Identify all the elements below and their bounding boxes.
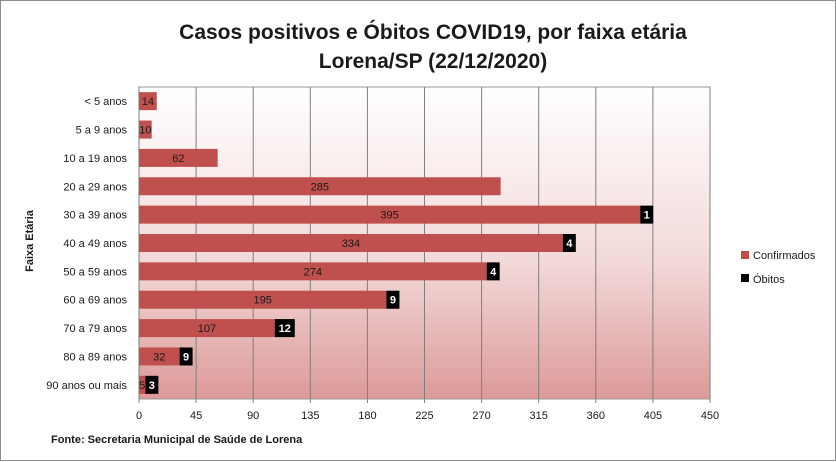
data-label-obitos-10: 3: [149, 380, 155, 392]
data-label-confirmados-6: 274: [304, 266, 322, 278]
category-label-5: 40 a 49 anos: [63, 238, 127, 250]
data-label-obitos-9: 9: [183, 351, 189, 363]
category-label-7: 60 a 69 anos: [63, 295, 127, 307]
data-label-confirmados-4: 395: [380, 210, 398, 222]
bar-confirmados-0: [139, 92, 157, 111]
legend-swatch-confirmados: [741, 251, 749, 259]
data-label-obitos-8: 12: [279, 323, 291, 335]
x-tick-label-315: 315: [530, 410, 548, 422]
bar-confirmados-7: [139, 290, 387, 309]
x-tick-label-270: 270: [472, 410, 490, 422]
x-tick-labels: 0 45 90 135 180 225 270 315 360 405 450: [136, 410, 719, 422]
data-label-confirmados-1: 10: [139, 125, 151, 137]
data-label-confirmados-10: 5: [139, 380, 145, 392]
category-label-8: 70 a 79 anos: [63, 323, 127, 335]
data-label-obitos-6: 4: [490, 266, 497, 278]
bar-confirmados-2: [139, 148, 218, 167]
x-tick-label-405: 405: [644, 410, 662, 422]
legend-swatch-obitos: [741, 274, 749, 282]
data-label-confirmados-0: 14: [142, 96, 154, 108]
bar-confirmados-5: [139, 234, 563, 252]
category-label-4: 30 a 39 anos: [63, 210, 127, 222]
category-labels: < 5 anos 5 a 9 anos 10 a 19 anos 20 a 29 an…: [46, 96, 127, 392]
x-tick-label-360: 360: [587, 410, 605, 422]
category-label-2: 10 a 19 anos: [63, 153, 127, 165]
x-tick-label-225: 225: [415, 410, 433, 422]
category-label-9: 80 a 89 anos: [63, 351, 127, 363]
data-label-obitos-7: 9: [390, 295, 396, 307]
y-axis-label: Faixa Etária: [24, 209, 36, 272]
bar-confirmados-8: [139, 319, 275, 338]
legend: Confirmados Óbitos: [741, 250, 816, 286]
bar-confirmados-9: [139, 347, 180, 366]
x-tick-label-135: 135: [301, 410, 319, 422]
bar-obitos-5: [562, 234, 576, 252]
bar-obitos-8: [274, 319, 295, 338]
source-note: Fonte: Secretaria Municipal de Saúde de …: [51, 434, 303, 446]
legend-label-confirmados: Confirmados: [753, 250, 816, 262]
bar-obitos-4: [640, 205, 654, 224]
bar-obitos-10: [145, 375, 159, 394]
chart-title-line-1: Casos positivos e Óbitos COVID19, por fa…: [179, 20, 687, 44]
bar-confirmados-4: [139, 205, 641, 224]
data-label-obitos-4: 1: [644, 210, 650, 222]
category-label-0: < 5 anos: [84, 96, 127, 108]
bar-obitos-6: [486, 262, 500, 281]
category-label-6: 50 a 59 anos: [63, 266, 127, 278]
bar-confirmados-1: [139, 120, 152, 139]
x-tick-label-90: 90: [247, 410, 259, 422]
legend-label-obitos: Óbitos: [753, 273, 785, 286]
data-label-confirmados-5: 334: [342, 238, 360, 250]
x-tick-label-45: 45: [190, 410, 202, 422]
x-tick-label-450: 450: [701, 410, 719, 422]
chart-title-line-2: Lorena/SP (22/12/2020): [319, 50, 547, 73]
category-label-10: 90 anos ou mais: [46, 380, 127, 392]
data-label-confirmados-7: 195: [254, 295, 272, 307]
data-label-confirmados-3: 285: [311, 181, 329, 193]
data-label-obitos-5: 4: [566, 238, 573, 250]
data-label-confirmados-2: 62: [172, 153, 184, 165]
data-label-confirmados-9: 32: [153, 351, 165, 363]
category-label-3: 20 a 29 anos: [63, 181, 127, 193]
bar-confirmados-6: [139, 262, 487, 281]
data-label-confirmados-8: 107: [198, 323, 216, 335]
category-label-1: 5 a 9 anos: [76, 125, 128, 137]
bar-confirmados-3: [139, 177, 501, 196]
bar-obitos-9: [179, 347, 193, 366]
bar-obitos-7: [386, 290, 400, 309]
x-tick-label-180: 180: [358, 410, 376, 422]
bars: 14 10 62 285 395 1 334 4 274 4 195 9 107 12 32 9 5 3: [139, 92, 654, 394]
bar-confirmados-10: [139, 375, 146, 394]
x-tick-label-0: 0: [136, 410, 142, 422]
